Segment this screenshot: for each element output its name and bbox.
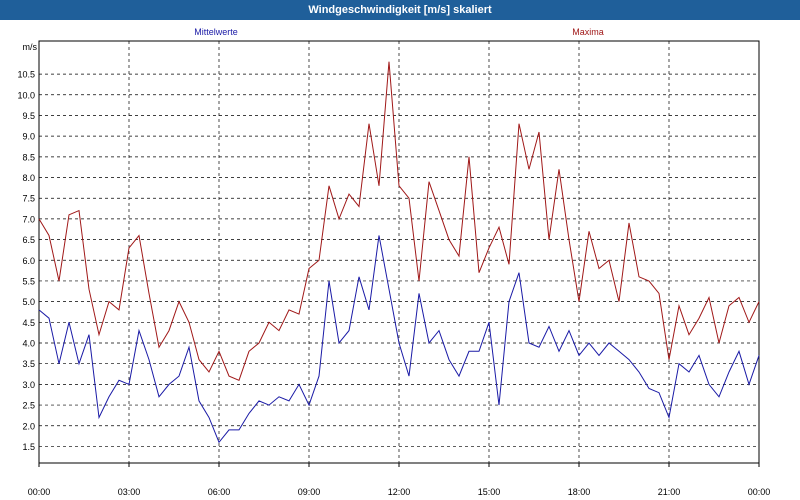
y-tick-label: 2.5 [22, 401, 35, 411]
legend-mittelwerte: Mittelwerte [194, 27, 238, 37]
y-tick-label: 3.0 [22, 380, 35, 390]
x-tick-time: 00:00 [28, 487, 51, 497]
x-tick-time: 09:00 [298, 487, 321, 497]
y-tick-label: 10.5 [17, 70, 35, 80]
x-tick-time: 03:00 [118, 487, 141, 497]
y-tick-label: 7.0 [22, 214, 35, 224]
series-line-mean [38, 235, 760, 444]
x-tick-time: 06:00 [208, 487, 231, 497]
x-tick-time: 15:00 [478, 487, 501, 497]
x-tick-time: 00:00 [748, 487, 771, 497]
wind-speed-chart: 1.5 2.0 2.5 3.0 3.5 4.0 4.5 5.0 5.5 6.0 6.5 7.0 7.5 8… [17, 27, 771, 497]
y-tick-label: 1.5 [22, 442, 35, 452]
y-tick-label: 6.0 [22, 256, 35, 266]
x-tick-time: 12:00 [388, 487, 411, 497]
y-tick-label: 8.5 [22, 152, 35, 162]
y-tick-label: 10.0 [17, 90, 35, 100]
window-title: Windgeschwindigkeit [m/s] skaliert [0, 0, 800, 20]
x-tick-time: 21:00 [658, 487, 681, 497]
y-tick-label: 4.0 [22, 339, 35, 349]
legend-maxima: Maxima [572, 27, 604, 37]
y-tick-label: 2.0 [22, 421, 35, 431]
y-tick-label: 5.5 [22, 276, 35, 286]
series-line-max [38, 61, 760, 381]
y-tick-label: 3.5 [22, 359, 35, 369]
y-tick-label: 8.0 [22, 173, 35, 183]
y-tick-label: 7.5 [22, 194, 35, 204]
y-tick-label: 9.5 [22, 111, 35, 121]
x-tick-time: 18:00 [568, 487, 591, 497]
y-tick-label: 9.0 [22, 132, 35, 142]
y-tick-label: 6.5 [22, 235, 35, 245]
y-axis-label: m/s [23, 42, 38, 52]
y-tick-label: 4.5 [22, 318, 35, 328]
y-tick-label: 5.0 [22, 297, 35, 307]
